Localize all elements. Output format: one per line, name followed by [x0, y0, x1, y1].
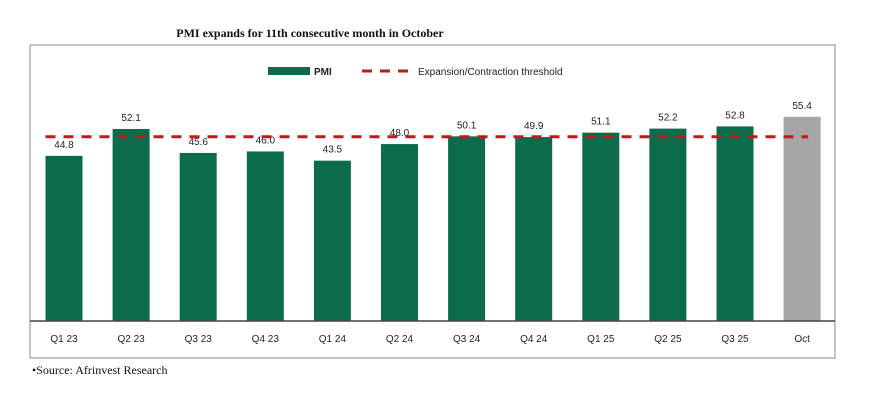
category-label: Q3 24 [453, 334, 481, 345]
data-label: 43.5 [323, 145, 343, 156]
source-note: •Source: Afrinvest Research [32, 363, 168, 377]
data-label: 44.8 [54, 140, 74, 151]
bar-q4-24 [515, 137, 553, 321]
plot-frame [29, 44, 836, 359]
bar-q2-24 [381, 144, 418, 321]
data-label: 48.0 [390, 128, 410, 139]
data-label: 52.1 [121, 113, 141, 124]
category-label: Q3 23 [185, 334, 213, 345]
legend-pmi-label: PMI [314, 67, 332, 78]
data-label: 46.0 [256, 135, 276, 146]
category-label: Q2 24 [386, 334, 414, 345]
bar-q1-24 [313, 160, 351, 321]
category-label: Q2 23 [117, 334, 145, 345]
bar-q1-25 [582, 132, 620, 321]
data-label: 52.8 [725, 110, 745, 121]
category-label: Q4 24 [520, 334, 548, 345]
legend-threshold-label: Expansion/Contraction threshold [418, 67, 563, 78]
category-label: Q1 23 [50, 334, 78, 345]
legend-pmi-swatch [268, 67, 310, 75]
data-label: 55.4 [792, 101, 812, 112]
data-label: 50.1 [457, 120, 477, 131]
category-label: Q3 25 [721, 334, 749, 345]
category-label: Q1 25 [587, 334, 615, 345]
bar-q3-24 [448, 136, 486, 321]
chart-title: PMI expands for 11th consecutive month i… [176, 26, 444, 40]
bar-q1-23 [45, 155, 83, 321]
bar-q2-25 [649, 128, 687, 321]
category-label: Q2 25 [654, 334, 682, 345]
category-label: Q4 23 [252, 334, 280, 345]
bar-q3-25 [716, 126, 754, 321]
data-label: 51.1 [591, 117, 611, 128]
category-label: Oct [794, 334, 810, 345]
bar-oct [783, 116, 821, 321]
bar-q3-23 [179, 152, 217, 321]
bar-q4-23 [246, 151, 284, 321]
bar-q2-23 [112, 128, 150, 321]
data-label: 49.9 [524, 121, 544, 132]
data-label: 45.6 [188, 137, 208, 148]
category-label: Q1 24 [319, 334, 347, 345]
data-label: 52.2 [658, 113, 678, 124]
